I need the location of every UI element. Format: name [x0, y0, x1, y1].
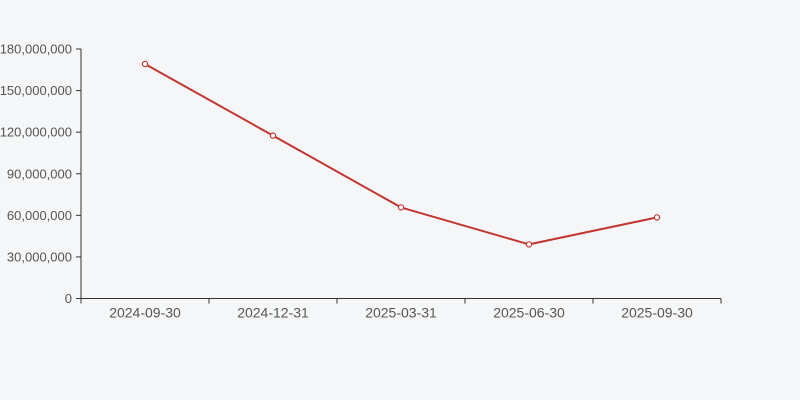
data-point-marker[interactable]	[141, 60, 149, 68]
y-axis-label: 180,000,000	[0, 42, 72, 57]
x-axis-label: 2024-09-30	[109, 305, 181, 321]
data-point-marker[interactable]	[397, 204, 405, 211]
x-axis-label: 2025-03-31	[365, 305, 437, 321]
data-point-marker[interactable]	[269, 132, 277, 139]
y-axis-label: 60,000,000	[7, 208, 72, 223]
y-axis-label: 30,000,000	[7, 249, 72, 264]
y-axis-label: 120,000,000	[0, 125, 72, 140]
x-axis-label: 2024-12-31	[237, 305, 309, 321]
x-axis-label: 2025-09-30	[621, 305, 693, 321]
data-point-marker[interactable]	[525, 241, 533, 248]
series-line	[144, 63, 658, 246]
y-axis-label: 0	[65, 291, 72, 306]
y-axis-label: 150,000,000	[0, 83, 72, 98]
data-point-marker[interactable]	[653, 214, 661, 221]
y-axis-label: 90,000,000	[7, 166, 72, 181]
x-axis-label: 2025-06-30	[493, 305, 565, 321]
